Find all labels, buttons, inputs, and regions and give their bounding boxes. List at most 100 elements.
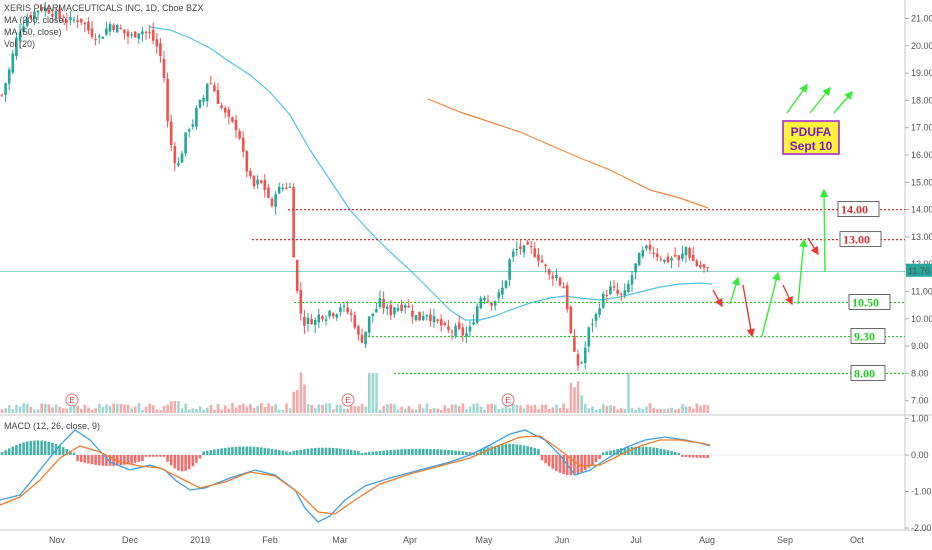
- volume-bar: [605, 405, 609, 413]
- volume-bar: [512, 403, 515, 413]
- macd-bar: [691, 455, 695, 458]
- x-tick-label: Apr: [403, 535, 417, 545]
- volume-bar: [587, 408, 591, 413]
- volume-bar: [465, 409, 468, 413]
- candle-body: [623, 290, 627, 296]
- volume-bar: [69, 407, 72, 413]
- macd-bar: [263, 447, 267, 455]
- volume-bar: [573, 387, 576, 413]
- volume-bar: [18, 406, 22, 413]
- chart-title[interactable]: XERIS PHARMACEUTICALS INC, 1D, Cboe BZX: [4, 3, 204, 13]
- volume-bar: [87, 407, 90, 413]
- arrow-up: [797, 238, 808, 305]
- macd-bar: [447, 449, 450, 455]
- macd-histogram: [0, 440, 709, 476]
- candle-body: [655, 253, 659, 257]
- volume-bar: [180, 408, 184, 413]
- y-tick-label: 21.00: [911, 14, 932, 24]
- volume-bar: [335, 404, 339, 413]
- candle-body: [36, 10, 40, 13]
- volume-bar: [29, 406, 33, 413]
- macd-bar: [245, 446, 249, 455]
- candle-body: [425, 314, 429, 317]
- candle-body: [695, 260, 699, 266]
- volume-bar: [155, 409, 159, 413]
- y-tick-label: 16.00: [911, 150, 932, 160]
- candle-body: [115, 25, 119, 33]
- macd-title[interactable]: MACD (12, 26, close, 9): [4, 421, 101, 431]
- candle-body: [414, 315, 418, 321]
- macd-bar: [130, 455, 133, 464]
- arrow-down: [782, 284, 793, 306]
- macd-bar: [529, 447, 533, 455]
- volume-bar: [296, 389, 299, 413]
- macd-bar: [519, 444, 522, 455]
- legend-ma50[interactable]: MA (50, close): [4, 27, 62, 37]
- legend-ma200[interactable]: MA (200, close): [4, 15, 67, 25]
- volume-bar: [314, 408, 317, 413]
- volume-bar: [234, 407, 238, 413]
- macd-bar: [274, 449, 277, 455]
- candle-body: [400, 304, 403, 311]
- candle-body: [688, 248, 691, 258]
- candle-body: [684, 247, 688, 256]
- volume-bar: [580, 395, 583, 413]
- volume-bar: [44, 403, 47, 413]
- macd-bar: [655, 448, 659, 455]
- candle-body: [447, 326, 450, 330]
- macd-bar: [547, 455, 551, 467]
- macd-bar: [299, 449, 303, 455]
- level-label-box: [850, 328, 886, 344]
- volume-bar: [598, 408, 601, 413]
- volume-bar: [576, 381, 580, 413]
- candle-body: [133, 31, 137, 38]
- candle-body: [522, 245, 526, 253]
- volume-bar: [198, 406, 202, 413]
- macd-bar: [51, 442, 54, 455]
- macd-bar: [382, 450, 385, 455]
- candle-body: [231, 117, 234, 122]
- macd-bar: [468, 452, 472, 455]
- volume-bar: [569, 382, 573, 413]
- volume-bar: [15, 404, 18, 413]
- candle-body: [227, 109, 231, 117]
- candle-body: [673, 254, 677, 257]
- macd-bar: [515, 444, 519, 455]
- candle-body: [396, 307, 400, 311]
- macd-bar: [166, 455, 169, 462]
- candle-body: [148, 32, 151, 34]
- volume-bar: [458, 406, 461, 413]
- macd-bar: [601, 452, 605, 455]
- macd-bar: [432, 449, 436, 455]
- candle-body: [119, 27, 123, 29]
- candle-body: [169, 121, 173, 146]
- volume-bar: [209, 405, 213, 413]
- macd-bar: [209, 450, 213, 455]
- legend-vol[interactable]: Vol (20): [4, 39, 36, 49]
- current-price-badge: [906, 263, 932, 277]
- volume-bar: [112, 403, 115, 413]
- macd-bar: [418, 448, 421, 455]
- macd-bar: [544, 455, 547, 464]
- volume-bar: [422, 408, 425, 413]
- macd-bar: [580, 455, 583, 473]
- candle-body: [411, 310, 414, 317]
- volume-bar: [162, 405, 166, 413]
- candle-body: [569, 306, 573, 334]
- macd-bar: [83, 455, 87, 463]
- candle-body: [54, 10, 58, 18]
- macd-bar: [69, 450, 72, 455]
- candle-body: [108, 24, 112, 32]
- volume-bar: [645, 406, 648, 413]
- macd-bar: [173, 455, 177, 469]
- volume-bar: [429, 408, 432, 413]
- volume-bar: [371, 373, 375, 413]
- volume-bar: [612, 405, 616, 413]
- candle-body: [619, 293, 623, 295]
- volume-bar: [695, 403, 699, 413]
- volume-bar: [306, 403, 310, 413]
- volume-bar: [360, 403, 364, 413]
- candle-body: [385, 306, 389, 309]
- candle-body: [594, 313, 598, 321]
- earnings-marker: [501, 393, 515, 407]
